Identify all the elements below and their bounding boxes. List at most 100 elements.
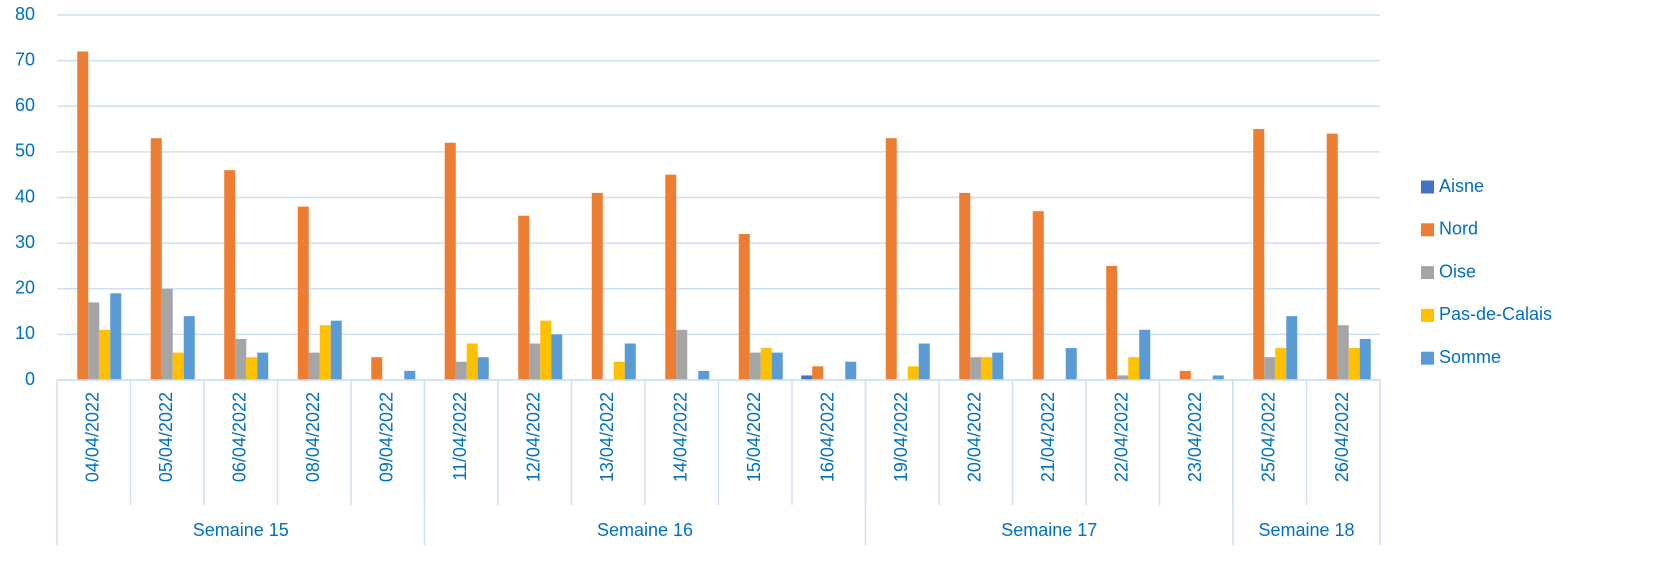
bar bbox=[992, 352, 1004, 380]
x-tick-label: 19/04/2022 bbox=[891, 392, 911, 482]
bar bbox=[297, 206, 309, 380]
bar bbox=[1065, 348, 1077, 380]
bar bbox=[771, 352, 783, 380]
bar bbox=[918, 343, 930, 380]
legend-label: Somme bbox=[1439, 347, 1501, 367]
bar bbox=[235, 338, 247, 380]
bar bbox=[1106, 265, 1118, 380]
x-tick-label: 08/04/2022 bbox=[303, 392, 323, 482]
bar bbox=[1286, 316, 1298, 380]
bar bbox=[959, 192, 971, 380]
bar bbox=[77, 51, 89, 380]
x-tick-label: 11/04/2022 bbox=[450, 392, 470, 481]
bar bbox=[624, 343, 636, 380]
bar bbox=[907, 366, 919, 380]
bar bbox=[319, 325, 331, 380]
bar bbox=[540, 320, 552, 380]
bar bbox=[1253, 129, 1265, 380]
legend-swatch bbox=[1421, 223, 1434, 237]
legend-label: Aisne bbox=[1439, 176, 1484, 196]
group-label: Semaine 15 bbox=[193, 520, 289, 540]
bar bbox=[665, 174, 677, 380]
bar bbox=[183, 316, 195, 380]
x-tick-label: 12/04/2022 bbox=[524, 392, 544, 482]
bar bbox=[257, 352, 269, 380]
bar bbox=[466, 343, 478, 380]
bar bbox=[749, 352, 761, 380]
group-label: Semaine 16 bbox=[597, 520, 693, 540]
bar bbox=[477, 357, 489, 380]
bar bbox=[172, 352, 184, 380]
legend-label: Oise bbox=[1439, 261, 1476, 281]
bar bbox=[1275, 348, 1287, 380]
bar bbox=[1337, 325, 1349, 380]
y-tick-label: 60 bbox=[15, 95, 35, 115]
bar bbox=[529, 343, 541, 380]
bar bbox=[150, 138, 162, 380]
bar bbox=[371, 357, 383, 380]
legend-swatch bbox=[1421, 308, 1434, 322]
y-tick-label: 40 bbox=[15, 186, 35, 206]
x-tick-label: 21/04/2022 bbox=[1038, 392, 1058, 482]
group-label: Semaine 18 bbox=[1258, 520, 1354, 540]
y-tick-label: 0 bbox=[25, 369, 35, 389]
bar bbox=[246, 357, 258, 380]
bar bbox=[88, 302, 100, 380]
bar bbox=[760, 348, 772, 380]
x-tick-label: 25/04/2022 bbox=[1259, 392, 1279, 482]
bar bbox=[1128, 357, 1140, 380]
y-tick-label: 70 bbox=[15, 49, 35, 69]
x-tick-label: 26/04/2022 bbox=[1332, 392, 1352, 482]
y-tick-label: 50 bbox=[15, 141, 35, 161]
x-tick-label: 16/04/2022 bbox=[818, 392, 838, 482]
x-tick-label: 22/04/2022 bbox=[1112, 392, 1132, 482]
y-tick-label: 20 bbox=[15, 278, 35, 298]
x-tick-label: 05/04/2022 bbox=[156, 392, 176, 482]
bar bbox=[970, 357, 982, 380]
legend-swatch bbox=[1421, 351, 1434, 365]
bar bbox=[1212, 375, 1224, 380]
bar bbox=[1326, 133, 1338, 380]
bar bbox=[551, 334, 563, 380]
x-tick-label: 15/04/2022 bbox=[744, 392, 764, 482]
bar bbox=[404, 370, 416, 380]
bar bbox=[455, 361, 467, 380]
bar bbox=[845, 361, 857, 380]
bar bbox=[738, 234, 750, 380]
bar bbox=[676, 329, 688, 380]
bar bbox=[591, 192, 603, 380]
legend-swatch bbox=[1421, 266, 1434, 280]
x-tick-label: 13/04/2022 bbox=[597, 392, 617, 482]
y-tick-label: 80 bbox=[15, 4, 35, 24]
x-tick-label: 06/04/2022 bbox=[230, 392, 250, 482]
y-tick-label: 10 bbox=[15, 323, 35, 343]
legend-label: Nord bbox=[1439, 219, 1478, 239]
group-label: Semaine 17 bbox=[1001, 520, 1097, 540]
legend-swatch bbox=[1421, 180, 1434, 194]
bar bbox=[801, 375, 813, 380]
bar bbox=[1264, 357, 1276, 380]
y-tick-label: 30 bbox=[15, 232, 35, 252]
bar bbox=[1359, 338, 1371, 380]
bar bbox=[981, 357, 993, 380]
legend-label: Pas-de-Calais bbox=[1439, 304, 1552, 324]
x-tick-label: 14/04/2022 bbox=[671, 392, 691, 482]
bar bbox=[99, 329, 111, 380]
bar bbox=[613, 361, 625, 380]
bar bbox=[161, 288, 173, 380]
bar bbox=[812, 366, 824, 380]
bar bbox=[308, 352, 320, 380]
bar bbox=[444, 142, 456, 380]
x-tick-label: 23/04/2022 bbox=[1185, 392, 1205, 482]
x-tick-label: 20/04/2022 bbox=[965, 392, 985, 482]
bar bbox=[1139, 329, 1151, 380]
x-tick-label: 04/04/2022 bbox=[83, 392, 103, 482]
bar bbox=[885, 138, 897, 380]
bar bbox=[1117, 375, 1129, 380]
bar bbox=[698, 370, 710, 380]
bar bbox=[330, 320, 342, 380]
bar bbox=[110, 293, 122, 380]
bar bbox=[1032, 211, 1044, 380]
bar bbox=[1179, 370, 1191, 380]
